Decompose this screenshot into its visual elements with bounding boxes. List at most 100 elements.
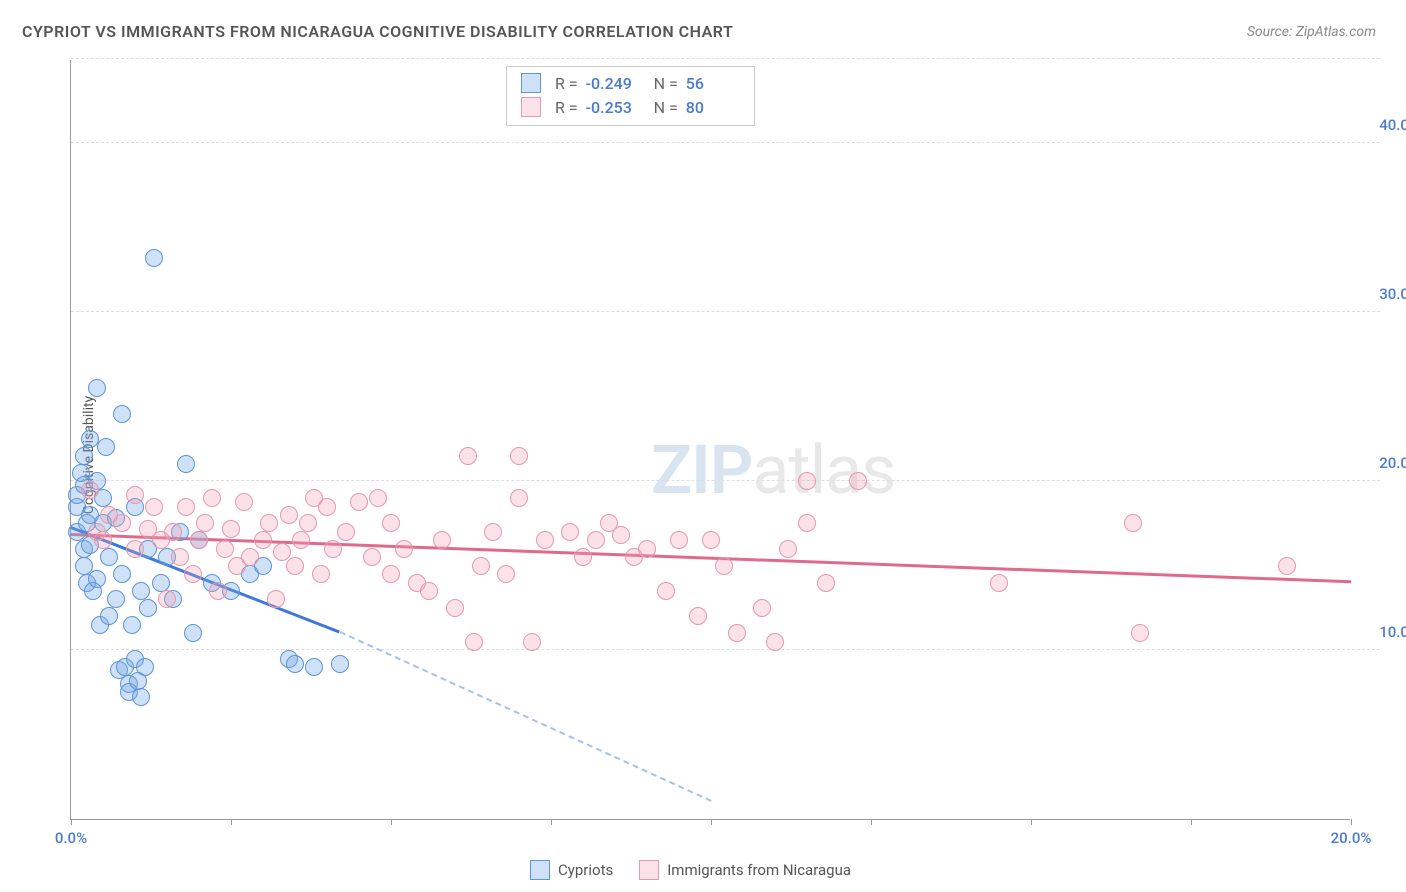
data-point	[536, 531, 554, 549]
data-point	[779, 540, 797, 558]
watermark: ZIPatlas	[651, 430, 895, 510]
data-point	[88, 570, 106, 588]
chart-container: Cognitive Disability ZIPatlas R = -0.249…	[50, 60, 1380, 850]
data-point	[587, 531, 605, 549]
data-point	[292, 531, 310, 549]
ytick-label: 20.0%	[1365, 454, 1406, 472]
data-point	[97, 438, 115, 456]
legend-stats-row: R = -0.249 N = 56	[521, 71, 740, 95]
data-point	[1278, 557, 1296, 575]
plot-area: ZIPatlas R = -0.249 N = 56 R = -0.253 N …	[70, 60, 1350, 820]
data-point	[196, 514, 214, 532]
data-point	[222, 520, 240, 538]
data-point	[164, 523, 182, 541]
stat-r-value: -0.249	[586, 74, 640, 93]
data-point	[350, 493, 368, 511]
data-point	[817, 574, 835, 592]
data-point	[81, 481, 99, 499]
data-point	[446, 599, 464, 617]
xtick-label: 20.0%	[1331, 829, 1372, 847]
xtick	[871, 819, 872, 825]
data-point	[702, 531, 720, 549]
data-point	[337, 523, 355, 541]
data-point	[100, 548, 118, 566]
data-point	[798, 514, 816, 532]
data-point	[190, 531, 208, 549]
data-point	[363, 548, 381, 566]
legend-swatch-pink	[639, 860, 659, 880]
ytick-label: 30.0%	[1365, 285, 1406, 303]
stat-r-value: -0.253	[586, 98, 640, 117]
data-point	[369, 489, 387, 507]
data-point	[484, 523, 502, 541]
data-point	[126, 486, 144, 504]
data-point	[145, 498, 163, 516]
data-point	[420, 582, 438, 600]
xtick-label: 0.0%	[55, 829, 87, 847]
xtick	[231, 819, 232, 825]
stat-r-label: R =	[555, 74, 578, 93]
data-point	[561, 523, 579, 541]
xtick	[551, 819, 552, 825]
xtick	[1031, 819, 1032, 825]
ytick-label: 10.0%	[1365, 623, 1406, 641]
chart-title: CYPRIOT VS IMMIGRANTS FROM NICARAGUA COG…	[22, 22, 733, 41]
data-point	[331, 655, 349, 673]
data-point	[132, 688, 150, 706]
gridline	[71, 480, 1380, 481]
data-point	[472, 557, 490, 575]
data-point	[171, 548, 189, 566]
data-point	[510, 489, 528, 507]
data-point	[1124, 514, 1142, 532]
data-point	[798, 472, 816, 490]
data-point	[126, 540, 144, 558]
data-point	[766, 633, 784, 651]
legend-label: Cypriots	[558, 861, 613, 879]
data-point	[312, 565, 330, 583]
gridline	[71, 142, 1380, 143]
data-point	[324, 540, 342, 558]
data-point	[145, 249, 163, 267]
data-point	[286, 557, 304, 575]
xtick	[391, 819, 392, 825]
data-point	[497, 565, 515, 583]
bottom-legend: Cypriots Immigrants from Nicaragua	[530, 860, 851, 880]
data-point	[318, 498, 336, 516]
data-point	[132, 582, 150, 600]
data-point	[113, 405, 131, 423]
data-point	[177, 455, 195, 473]
data-point	[465, 633, 483, 651]
data-point	[260, 514, 278, 532]
data-point	[184, 565, 202, 583]
data-point	[100, 607, 118, 625]
data-point	[395, 540, 413, 558]
legend-item: Immigrants from Nicaragua	[639, 860, 851, 880]
data-point	[433, 531, 451, 549]
data-point	[689, 607, 707, 625]
data-point	[657, 582, 675, 600]
stat-n-value: 56	[686, 74, 740, 93]
data-point	[849, 472, 867, 490]
data-point	[523, 633, 541, 651]
data-point	[209, 582, 227, 600]
data-point	[1131, 624, 1149, 642]
legend-swatch-pink	[521, 97, 541, 117]
data-point	[241, 548, 259, 566]
trend-line	[339, 631, 711, 802]
data-point	[139, 599, 157, 617]
data-point	[382, 514, 400, 532]
data-point	[600, 514, 618, 532]
data-point	[107, 590, 125, 608]
data-point	[638, 540, 656, 558]
data-point	[254, 531, 272, 549]
legend-stats-box: R = -0.249 N = 56 R = -0.253 N = 80	[506, 66, 755, 126]
data-point	[299, 514, 317, 532]
data-point	[280, 506, 298, 524]
xtick	[711, 819, 712, 825]
data-point	[286, 655, 304, 673]
xtick	[1351, 819, 1352, 825]
data-point	[728, 624, 746, 642]
stat-r-label: R =	[555, 98, 578, 117]
data-point	[94, 531, 112, 549]
ytick-label: 40.0%	[1365, 116, 1406, 134]
